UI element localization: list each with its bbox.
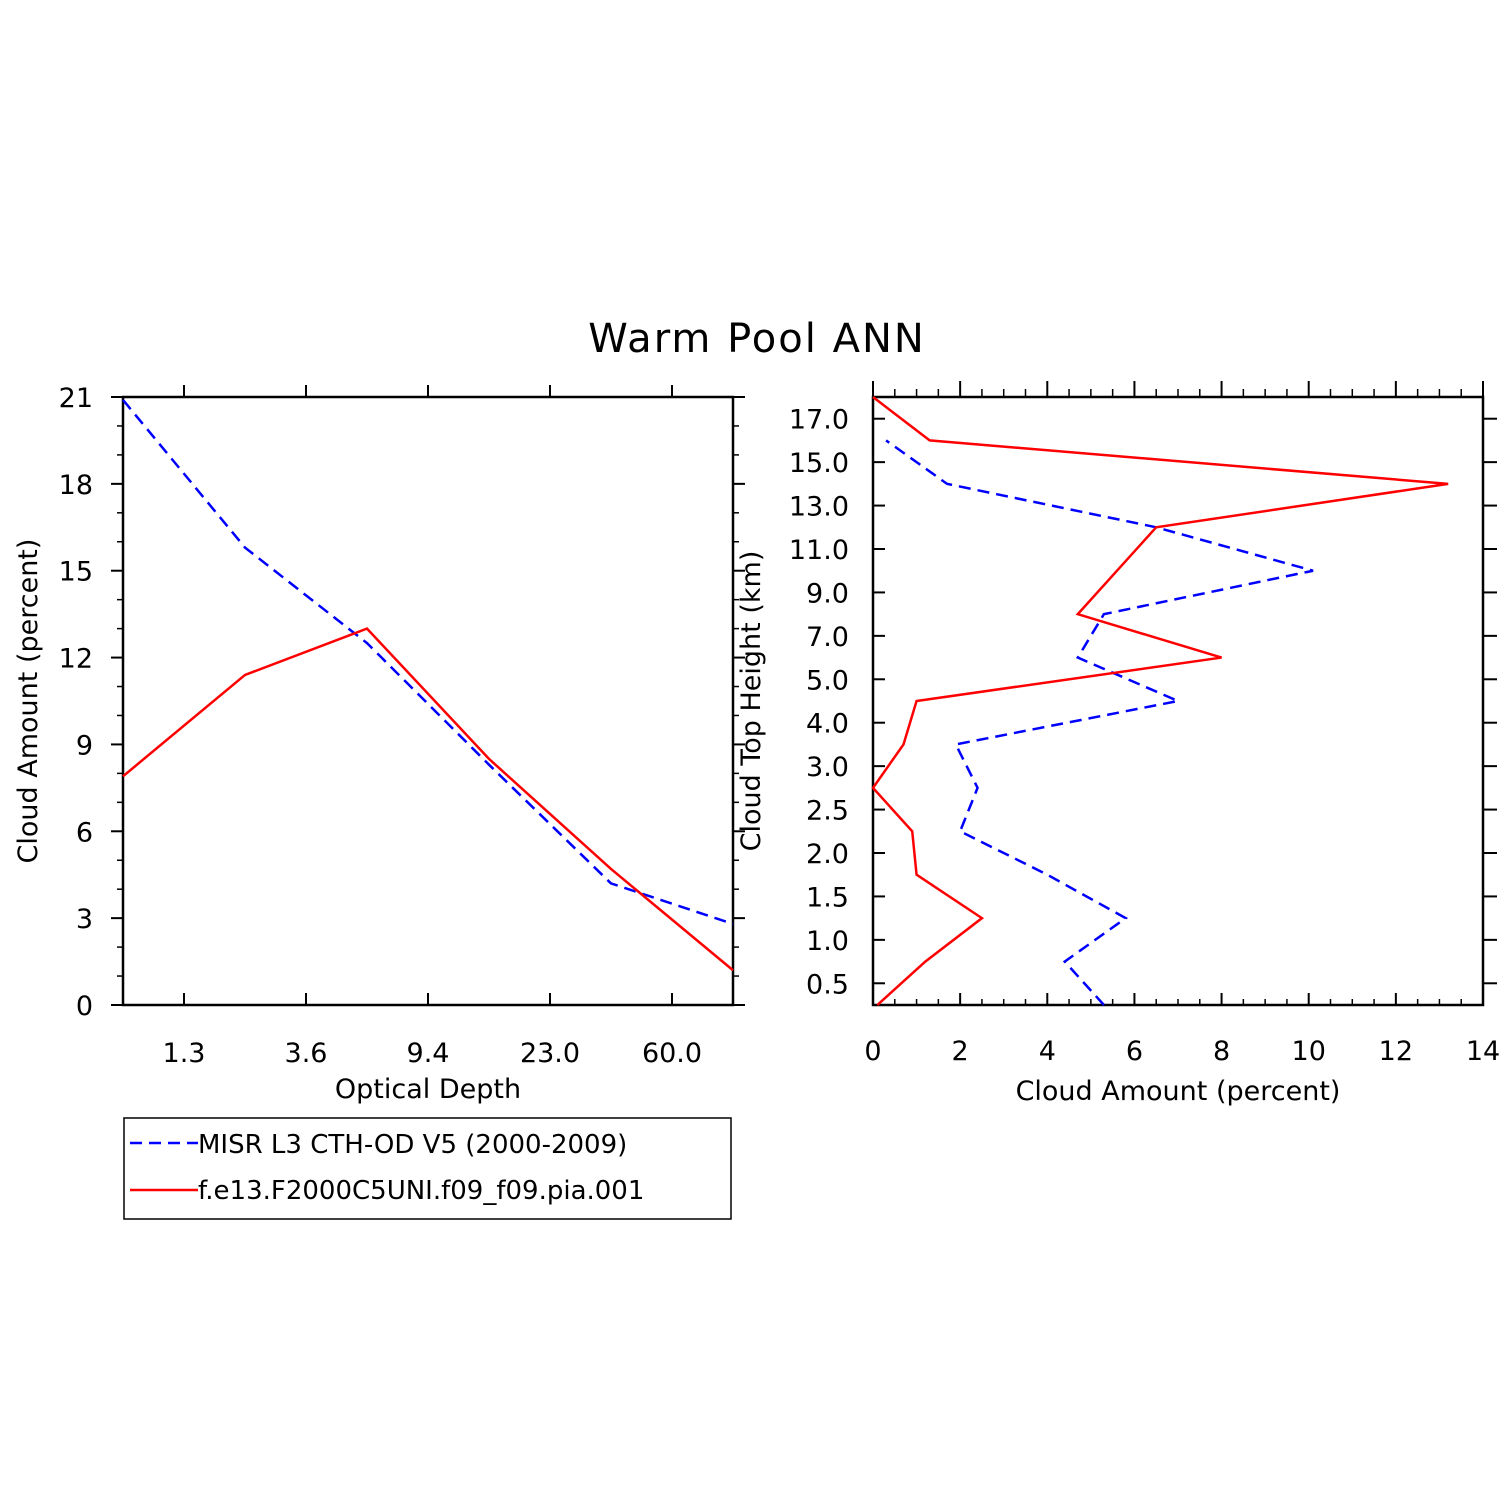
left-y-tick-label: 12 <box>59 644 93 675</box>
right-axis-ticks: 0 2 4 6 8 10 12 14 0.5 1.0 1.5 2.0 2.5 3.0 4.0 5.0 7.0 9.… <box>789 381 1500 1067</box>
legend-obs-label: MISR L3 CTH-OD V5 (2000-2009) <box>198 1130 627 1160</box>
legend-frame <box>123 1117 732 1220</box>
right-y-tick-label: 4.0 <box>806 709 849 740</box>
right-series-lines <box>871 396 1449 1006</box>
left-axis-ticks: 1.3 3.6 9.4 23.0 60.0 0 3 6 9 12 15 18 21 <box>59 383 745 1069</box>
right-y-tick-label: 2.0 <box>806 839 849 870</box>
right-x-tick-label: 10 <box>1292 1036 1326 1067</box>
right-x-tick-label: 12 <box>1379 1036 1413 1067</box>
left-y-tick-label: 18 <box>59 470 93 501</box>
right-y-tick-label: 0.5 <box>806 969 849 1000</box>
right-x-tick-label: 0 <box>864 1036 881 1067</box>
legend-model-label: f.e13.F2000C5UNI.f09_f09.pia.001 <box>198 1176 644 1206</box>
left-x-tick-label: 60.0 <box>642 1038 702 1069</box>
right-x-tick-label: 4 <box>1039 1036 1056 1067</box>
left-x-axis-label: Optical Depth <box>335 1074 521 1105</box>
left-series-lines <box>122 399 734 972</box>
left-y-tick-label: 6 <box>76 817 93 848</box>
left-chart-panel: 1.3 3.6 9.4 23.0 60.0 0 3 6 9 12 15 18 21 Optical De… <box>13 383 745 1105</box>
left-y-tick-label: 15 <box>59 557 93 588</box>
right-x-tick-label: 2 <box>952 1036 969 1067</box>
left-y-axis-label: Cloud Amount (percent) <box>13 539 44 864</box>
right-y-tick-label: 7.0 <box>806 622 849 653</box>
left-y-tick-label: 21 <box>59 383 93 414</box>
right-y-tick-label: 17.0 <box>789 405 849 436</box>
right-y-tick-label: 15.0 <box>789 448 849 479</box>
right-series-model-line <box>871 396 1449 1006</box>
left-y-tick-label: 3 <box>76 904 93 935</box>
right-y-tick-label: 3.0 <box>806 752 849 783</box>
right-y-tick-label: 9.0 <box>806 578 849 609</box>
right-y-tick-label: 1.0 <box>806 926 849 957</box>
left-series-obs-line <box>122 399 734 926</box>
right-x-tick-label: 14 <box>1466 1036 1500 1067</box>
right-chart-panel: 0 2 4 6 8 10 12 14 0.5 1.0 1.5 2.0 2.5 3.0 4.0 5.0 7.0 9.… <box>736 381 1500 1107</box>
left-y-tick-label: 9 <box>76 730 93 761</box>
right-x-tick-label: 8 <box>1213 1036 1230 1067</box>
right-y-axis-label: Cloud Top Height (km) <box>736 551 767 852</box>
right-x-tick-label: 6 <box>1126 1036 1143 1067</box>
left-x-tick-label: 1.3 <box>163 1038 206 1069</box>
left-x-tick-label: 9.4 <box>407 1038 450 1069</box>
left-y-tick-label: 0 <box>76 991 93 1022</box>
left-x-tick-label: 23.0 <box>520 1038 580 1069</box>
right-y-tick-label: 5.0 <box>806 665 849 696</box>
right-y-tick-label: 2.5 <box>806 796 849 827</box>
right-x-axis-label: Cloud Amount (percent) <box>1016 1076 1341 1107</box>
legend: MISR L3 CTH-OD V5 (2000-2009) f.e13.F200… <box>123 1117 732 1220</box>
figure-title: Warm Pool ANN <box>588 316 926 362</box>
right-y-tick-label: 13.0 <box>789 492 849 523</box>
left-series-model-line <box>122 627 734 972</box>
right-series-obs-line <box>885 439 1314 1006</box>
right-y-tick-label: 1.5 <box>806 882 849 913</box>
right-y-tick-label: 11.0 <box>789 535 849 566</box>
left-x-tick-label: 3.6 <box>285 1038 328 1069</box>
